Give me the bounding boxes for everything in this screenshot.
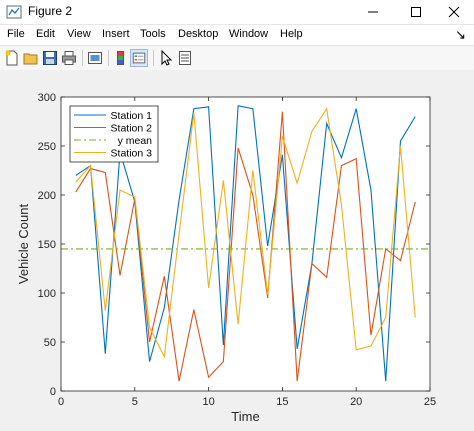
menu-file[interactable]: File [7,28,25,40]
close-icon [448,6,460,18]
minimize-icon [368,11,378,13]
open-file-icon[interactable] [22,49,40,67]
x-axis-label: Time [231,409,259,424]
link-plot-icon[interactable] [86,49,104,67]
figure-canvas: 0 5 10 15 20 25 0 50 100 150 200 250 300 Time Vehicle … [0,70,474,426]
line-chart[interactable]: 0 5 10 15 20 25050100150200250300TimeVehicle … [0,70,474,426]
matlab-figure-icon [6,5,22,19]
toolbar-separator [153,50,154,66]
window-titlebar: Figure 2 [0,0,474,25]
y-axis-label: Vehicle Count [16,204,31,285]
y-tick-label: 50 [44,337,56,349]
insert-legend-icon[interactable] [130,49,148,67]
menu-insert[interactable]: Insert [102,28,130,40]
maximize-icon [411,7,421,17]
series-line-3[interactable] [75,107,416,359]
series-line-0[interactable] [75,105,416,382]
menu-bar: File Edit View Insert Tools Desktop Wind… [0,25,474,45]
y-tick-label: 150 [38,239,56,251]
series-line-1[interactable] [75,111,416,382]
legend-label-1: Station 2 [111,123,153,135]
legend-label-0: Station 1 [111,110,153,122]
figure-toolbar [0,45,474,71]
menu-help[interactable]: Help [280,28,303,40]
save-icon[interactable] [41,49,59,67]
x-tick-label: 10 [202,396,214,408]
menu-tools[interactable]: Tools [140,28,166,40]
legend-label-2: y mean [118,135,153,147]
property-inspector-icon[interactable] [176,49,194,67]
menu-edit[interactable]: Edit [36,28,55,40]
y-tick-label: 0 [50,386,56,398]
menu-view[interactable]: View [67,28,91,40]
toolbar-separator [82,50,83,66]
y-tick-label: 300 [38,92,56,104]
x-tick-label: 15 [276,396,288,408]
x-tick-label: 20 [350,396,362,408]
new-figure-icon[interactable] [3,49,21,67]
x-tick-label: 5 [132,396,138,408]
y-tick-label: 100 [38,288,56,300]
edit-plot-icon[interactable] [157,49,175,67]
x-tick-label: 25 [424,396,436,408]
window-title: Figure 2 [28,4,73,18]
y-tick-label: 200 [38,190,56,202]
y-tick-label: 250 [38,141,56,153]
insert-colorbar-icon[interactable] [112,49,130,67]
maximize-button[interactable] [396,0,436,24]
close-button[interactable] [434,0,474,24]
toolbar-separator [108,50,109,66]
legend-label-3: Station 3 [111,148,153,160]
print-icon[interactable] [60,49,78,67]
minimize-button[interactable] [353,0,393,24]
undock-arrow-icon[interactable]: ↘ [455,27,466,42]
menu-desktop[interactable]: Desktop [178,28,219,40]
x-tick-label: 0 [58,396,64,408]
menu-window[interactable]: Window [229,28,269,40]
